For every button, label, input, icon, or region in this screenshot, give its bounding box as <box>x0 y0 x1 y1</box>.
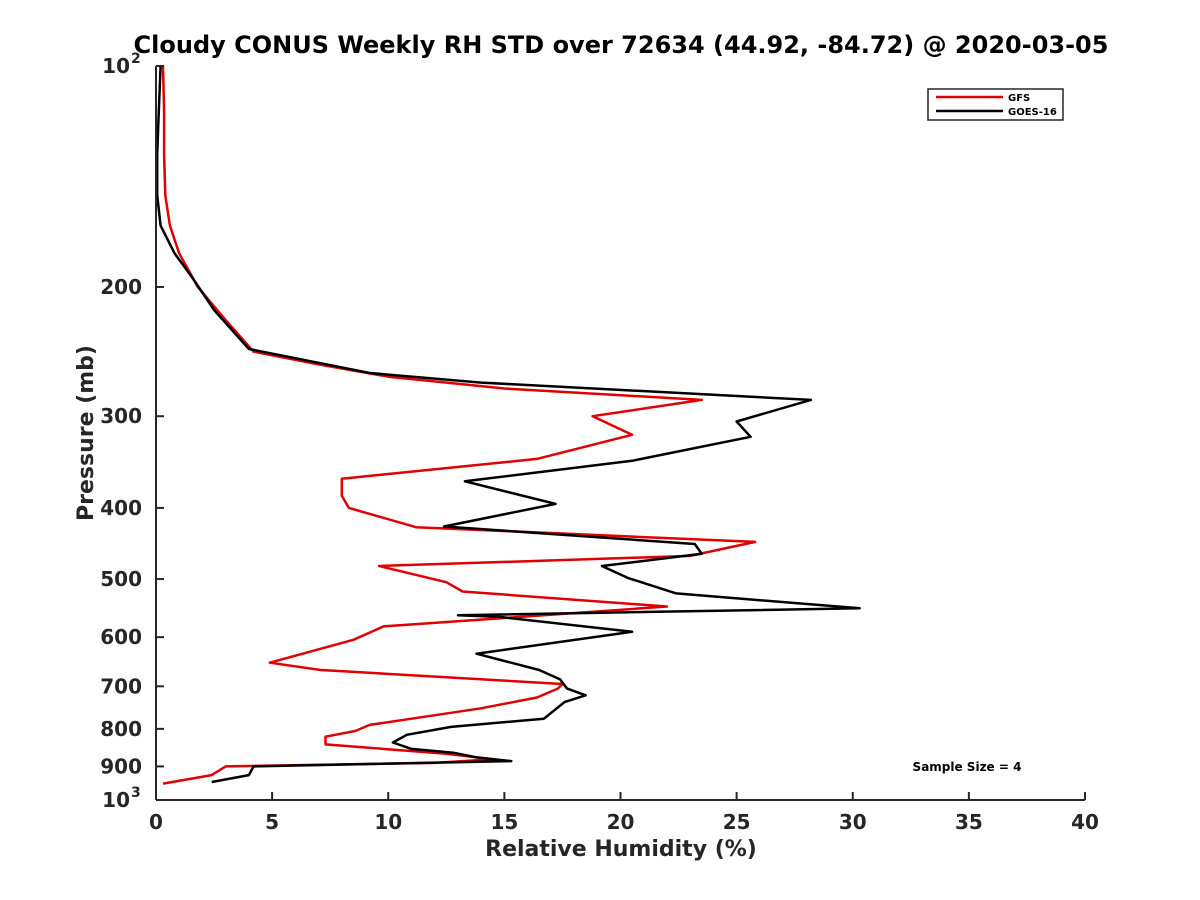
y-tick-label: 400 <box>100 496 142 520</box>
y-tick-label: 10 <box>102 54 130 78</box>
x-tick-label: 20 <box>607 810 635 834</box>
x-tick-label: 30 <box>839 810 867 834</box>
legend-label-gfs: GFS <box>1008 93 1030 104</box>
y-tick-label: 700 <box>100 674 142 698</box>
y-tick-label: 800 <box>100 717 142 741</box>
x-tick-label: 25 <box>723 810 751 834</box>
legend-box <box>927 88 1064 121</box>
y-axis-label: Pressure (mb) <box>74 345 99 521</box>
y-tick-label: 900 <box>100 754 142 778</box>
series-line-gfs <box>161 65 757 785</box>
legend: GFS GOES-16 <box>927 88 1064 121</box>
y-tick-label: 10 <box>102 788 130 812</box>
y-tick-label: 500 <box>100 567 142 591</box>
series-lines <box>155 65 861 785</box>
y-tick-label: 600 <box>100 625 142 649</box>
y-tick-label: 300 <box>100 404 142 428</box>
axes <box>155 66 1085 801</box>
x-tick-label: 10 <box>374 810 402 834</box>
x-tick-label: 35 <box>955 810 983 834</box>
y-tick-exponent: 3 <box>131 785 141 801</box>
series-line-goes16 <box>155 65 861 784</box>
y-tick-label: 200 <box>100 275 142 299</box>
x-axis-label: Relative Humidity (%) <box>485 837 757 862</box>
legend-label-goes16: GOES-16 <box>1008 107 1057 118</box>
x-tick-label: 40 <box>1071 810 1099 834</box>
x-tick-label: 5 <box>265 810 279 834</box>
sample-size-annotation: Sample Size = 4 <box>913 760 1022 774</box>
chart-title: Cloudy CONUS Weekly RH STD over 72634 (4… <box>134 31 1109 59</box>
x-ticks: 0 5 10 15 20 25 30 35 40 <box>149 792 1099 834</box>
x-tick-label: 0 <box>149 810 163 834</box>
x-tick-label: 15 <box>490 810 518 834</box>
y-tick-exponent: 2 <box>131 51 141 67</box>
